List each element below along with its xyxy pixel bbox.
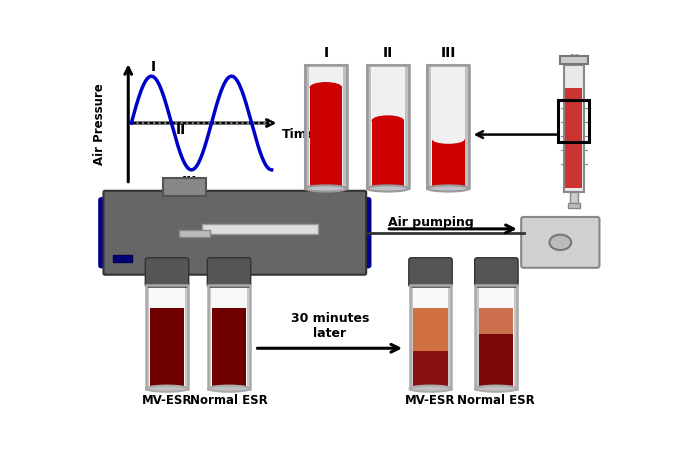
Bar — [412, 285, 448, 389]
Bar — [448, 285, 451, 389]
Ellipse shape — [305, 186, 347, 192]
Ellipse shape — [371, 116, 404, 127]
Bar — [565, 89, 582, 189]
Bar — [479, 308, 514, 334]
Bar — [427, 66, 469, 189]
Ellipse shape — [310, 83, 342, 94]
Text: III: III — [440, 46, 456, 60]
Bar — [343, 66, 347, 189]
Bar — [113, 256, 132, 262]
Text: MV-ESR: MV-ESR — [142, 394, 192, 406]
Bar — [150, 308, 184, 389]
Ellipse shape — [549, 235, 571, 251]
Bar — [305, 66, 309, 189]
FancyBboxPatch shape — [103, 192, 366, 275]
Ellipse shape — [475, 386, 517, 392]
Text: Normal ESR: Normal ESR — [458, 394, 535, 406]
Bar — [427, 66, 432, 189]
Bar — [414, 308, 447, 351]
Bar — [309, 66, 343, 189]
Text: Pulsatile flow injection: Pulsatile flow injection — [119, 194, 277, 207]
Bar — [475, 285, 517, 389]
Bar — [479, 334, 514, 389]
Text: II: II — [383, 46, 393, 60]
Bar — [479, 285, 514, 389]
Ellipse shape — [208, 386, 250, 392]
Text: III: III — [182, 175, 197, 189]
Bar — [208, 285, 250, 389]
Bar — [405, 66, 409, 189]
Bar — [560, 57, 588, 65]
Bar — [179, 231, 210, 237]
Text: MV-ESR: MV-ESR — [406, 394, 456, 406]
Ellipse shape — [432, 135, 464, 145]
Bar — [163, 179, 206, 197]
Bar — [212, 308, 246, 389]
Bar — [146, 285, 188, 389]
Bar — [465, 66, 469, 189]
Bar — [367, 66, 409, 189]
Bar — [208, 285, 211, 389]
Bar — [570, 193, 577, 204]
Bar — [475, 285, 479, 389]
Bar — [146, 285, 149, 389]
FancyBboxPatch shape — [521, 217, 599, 268]
Bar — [305, 66, 347, 189]
Text: Air Pressure: Air Pressure — [93, 83, 106, 165]
Bar — [211, 285, 247, 389]
Ellipse shape — [146, 386, 188, 392]
FancyBboxPatch shape — [99, 199, 370, 268]
FancyBboxPatch shape — [208, 258, 251, 288]
Bar — [202, 224, 318, 235]
Bar — [367, 66, 409, 189]
Text: Air pumping: Air pumping — [388, 215, 473, 228]
Text: Time: Time — [282, 128, 316, 141]
Bar — [247, 285, 250, 389]
Bar — [432, 140, 464, 189]
Text: II: II — [176, 123, 186, 137]
Bar — [432, 66, 465, 189]
Bar — [367, 66, 371, 189]
Bar — [514, 285, 517, 389]
Bar — [371, 121, 404, 189]
Bar — [571, 39, 577, 62]
Text: 30 minutes
later: 30 minutes later — [290, 312, 369, 339]
Bar — [568, 204, 580, 208]
Bar — [371, 66, 405, 189]
Text: I: I — [151, 60, 156, 74]
Bar — [427, 66, 469, 189]
Bar — [414, 351, 447, 389]
FancyBboxPatch shape — [475, 258, 518, 288]
Bar — [185, 285, 188, 389]
Text: I: I — [323, 46, 328, 60]
Ellipse shape — [367, 186, 409, 192]
Bar — [305, 66, 347, 189]
Bar — [149, 285, 185, 389]
Bar — [410, 285, 412, 389]
FancyBboxPatch shape — [145, 258, 188, 288]
Text: Normal ESR: Normal ESR — [190, 394, 268, 406]
Bar — [310, 88, 342, 189]
Bar — [564, 66, 584, 193]
Ellipse shape — [427, 186, 469, 192]
Bar — [558, 101, 589, 143]
Bar — [410, 285, 451, 389]
FancyBboxPatch shape — [409, 258, 452, 288]
Ellipse shape — [410, 386, 451, 392]
